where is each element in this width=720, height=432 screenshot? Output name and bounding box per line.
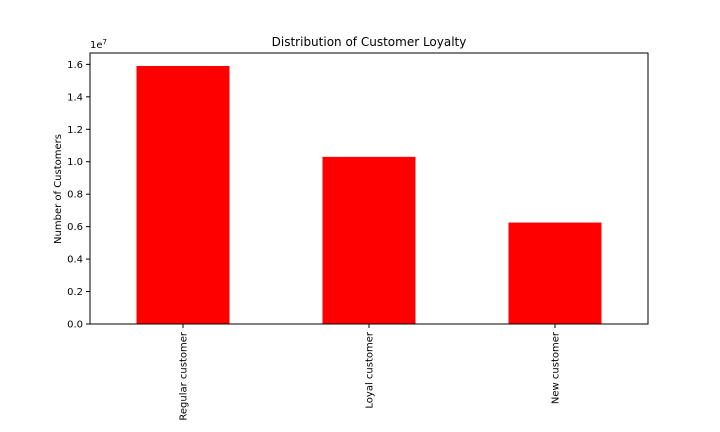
x-tick-label: New customer — [551, 331, 562, 404]
y-axis-label: Number of Customers — [53, 134, 64, 244]
bar-1 — [322, 156, 416, 324]
x-tick-label: Loyal customer — [365, 331, 376, 408]
y-tick-label: 1.2 — [67, 125, 83, 136]
y-scale-exponent: 7 — [103, 38, 107, 46]
x-tick-label: Regular customer — [179, 331, 190, 421]
y-tick-label: 0.0 — [67, 320, 83, 331]
y-scale-multiplier: 1e7 — [90, 38, 107, 51]
bar-0 — [136, 65, 230, 325]
y-tick-label: 1.6 — [67, 60, 83, 71]
y-tick-label: 1.0 — [67, 157, 83, 168]
plot-area-frame — [89, 52, 649, 325]
y-tick-label: 0.4 — [67, 255, 83, 266]
x-axis-ticks: Regular customer Loyal customer New custom… — [179, 324, 562, 421]
bars-layer — [136, 65, 602, 325]
bar-2 — [508, 222, 602, 324]
y-tick-label: 0.2 — [67, 287, 83, 298]
y-tick-label: 0.6 — [67, 222, 83, 233]
chart-title: Distribution of Customer Loyalty — [272, 35, 467, 49]
y-tick-label: 1.4 — [67, 92, 83, 103]
y-tick-label: 0.8 — [67, 190, 83, 201]
y-axis-ticks: 0.0 0.2 0.4 0.6 0.8 1.0 1.2 1.4 1.6 — [67, 60, 90, 331]
